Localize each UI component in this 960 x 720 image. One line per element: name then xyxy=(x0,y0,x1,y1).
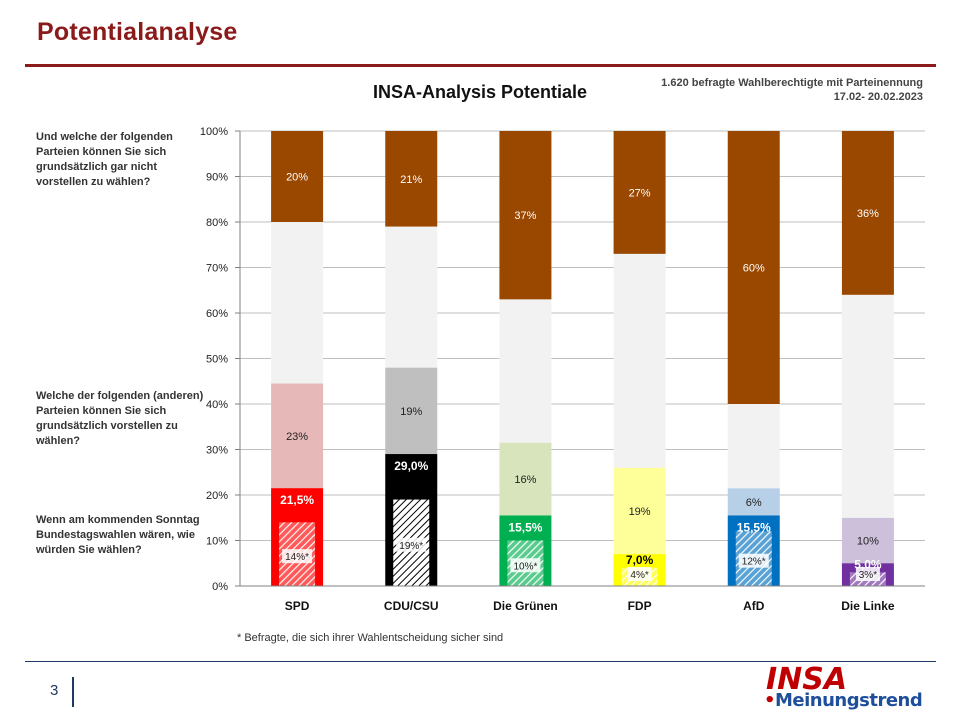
y-tick-label: 100% xyxy=(200,126,228,138)
y-tick-label: 70% xyxy=(206,263,228,275)
question-potential: Welche der folgenden (anderen) Parteien … xyxy=(36,390,204,447)
sure-voters-label: 4%* xyxy=(630,570,648,581)
logo-wordmark: INSA xyxy=(766,662,848,697)
survey-info: 1.620 befragte Wahlberechtigte mit Parte… xyxy=(661,76,923,104)
data-labels: 14%* 21,5% 23% 20% 19%* 29,0% 19% 21% 10%* 15,5% 1… xyxy=(280,172,882,581)
y-tick-label: 0% xyxy=(212,581,228,593)
sure-voters-label-bg xyxy=(396,537,427,552)
footnote: * Befragte, die sich ihrer Wahlentscheid… xyxy=(237,632,504,644)
page-divider xyxy=(72,677,74,707)
potential-label: 6% xyxy=(746,497,762,509)
y-tick-label: 40% xyxy=(206,399,228,411)
bottom-rule xyxy=(25,661,936,662)
survey-sample: 1.620 befragte Wahlberechtigte mit Parte… xyxy=(661,77,923,89)
y-tick-label: 50% xyxy=(206,354,228,366)
vote-intention-label: 21,5% xyxy=(280,493,314,507)
y-tick-label: 10% xyxy=(206,536,228,548)
axes: 0% 10% 20% 30% 40% 50% 60% 70% 80% 90% 100% SPD CDU/… xyxy=(200,126,925,613)
sure-voters-label: 14%* xyxy=(285,552,309,563)
chart-title: INSA-Analysis Potentiale xyxy=(372,82,588,102)
sure-voters-label-bg xyxy=(282,549,313,564)
vote-intention-label: 5,0% xyxy=(854,557,882,571)
vote-intention-label: 29,0% xyxy=(394,459,428,473)
title-rule xyxy=(25,64,936,67)
category-label: SPD xyxy=(285,599,310,613)
rejection-segment xyxy=(727,131,780,404)
remainder-segment xyxy=(727,404,780,489)
remainder-segment xyxy=(499,299,552,443)
potential-label: 10% xyxy=(857,536,879,548)
rejection-segment xyxy=(613,131,666,254)
rejection-label: 60% xyxy=(743,263,765,275)
sure-voters-label-bg xyxy=(510,558,541,573)
logo-dot: • xyxy=(764,690,776,711)
survey-period: 17.02- 20.02.2023 xyxy=(833,91,923,103)
category-label: Die Linke xyxy=(841,599,895,613)
rejection-label: 37% xyxy=(514,210,536,222)
remainder-segment xyxy=(385,226,438,368)
y-tick-label: 80% xyxy=(206,217,228,229)
potential-label: 19% xyxy=(400,406,422,418)
potential-segment xyxy=(499,442,552,516)
insa-logo: INSA •Meinungstrend xyxy=(764,662,923,712)
rejection-label: 36% xyxy=(857,208,879,220)
vote-intention-label: 15,5% xyxy=(508,520,542,534)
sure-voters-label-bg xyxy=(627,567,652,581)
rejection-segment xyxy=(499,131,552,300)
rejection-label: 20% xyxy=(286,172,308,184)
sure-voters-label-bg xyxy=(738,553,769,568)
question-vote-intention: Wenn am kommenden Sonntag Bundestagswahl… xyxy=(36,514,200,556)
question-rejection: Und welche der folgenden Parteien können… xyxy=(36,131,173,188)
sure-voters-label: 3%* xyxy=(859,570,877,581)
category-label: AfD xyxy=(743,599,765,613)
potential-label: 19% xyxy=(629,506,651,518)
rejection-segment xyxy=(841,131,894,295)
remainder-segment xyxy=(271,222,324,384)
slide-title: Potentialanalyse xyxy=(37,18,238,46)
potential-segment xyxy=(385,367,438,455)
potential-segment xyxy=(271,383,324,489)
category-label: Die Grünen xyxy=(493,599,558,613)
potential-segment xyxy=(841,517,894,564)
rejection-label: 27% xyxy=(629,187,651,199)
page-number: 3 xyxy=(50,682,59,699)
rejection-label: 21% xyxy=(400,174,422,186)
remainder-segment xyxy=(613,253,666,468)
logo-subtitle-text: Meinungstrend xyxy=(775,690,923,711)
rejection-segment xyxy=(271,131,324,222)
y-tick-label: 90% xyxy=(206,172,228,184)
rejection-segment xyxy=(385,131,438,227)
category-label: CDU/CSU xyxy=(384,599,439,613)
potential-segment xyxy=(727,488,780,516)
potential-label: 23% xyxy=(286,431,308,443)
vote-intention-label: 7,0% xyxy=(626,553,654,567)
remainder-segment xyxy=(841,294,894,518)
grid-lines xyxy=(240,130,925,541)
logo-subtitle: •Meinungstrend xyxy=(764,690,923,711)
sure-voters-label: 10%* xyxy=(513,561,537,572)
y-tick-label: 20% xyxy=(206,490,228,502)
sure-voters-label-bg xyxy=(855,567,880,581)
sure-voters-label: 19%* xyxy=(399,541,423,552)
category-label: FDP xyxy=(628,599,652,613)
y-tick-label: 30% xyxy=(206,445,228,457)
potential-segment xyxy=(613,467,666,555)
y-tick-label: 60% xyxy=(206,308,228,320)
potential-label: 16% xyxy=(514,474,536,486)
sure-voters-label: 12%* xyxy=(742,557,766,568)
vote-intention-label: 15,5% xyxy=(737,520,771,534)
